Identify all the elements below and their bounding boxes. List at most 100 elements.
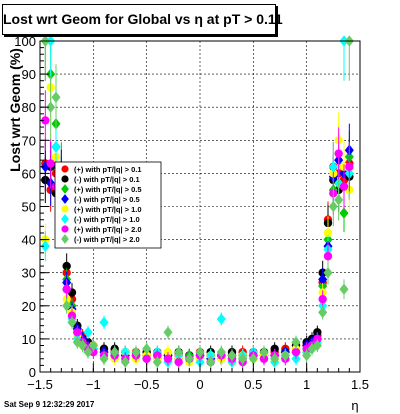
data-point bbox=[152, 356, 162, 368]
data-points bbox=[40, 35, 354, 369]
data-point bbox=[216, 346, 226, 358]
data-point bbox=[62, 261, 71, 271]
data-point bbox=[62, 300, 72, 312]
data-point bbox=[259, 346, 269, 358]
timestamp: Sat Sep 9 12:32:29 2017 bbox=[4, 400, 95, 409]
data-point bbox=[216, 313, 226, 325]
data-point bbox=[131, 346, 141, 358]
data-point bbox=[339, 283, 349, 295]
y-tick-label: 100 bbox=[14, 34, 36, 49]
legend-marker bbox=[61, 194, 69, 204]
data-point bbox=[163, 326, 173, 338]
legend-label: (+) with pT/|q| > 1.0 bbox=[74, 205, 142, 214]
y-tick-label: 90 bbox=[22, 67, 36, 82]
data-point bbox=[328, 161, 338, 173]
legend-label: (+) with pT/|q| > 0.5 bbox=[74, 185, 142, 194]
data-point bbox=[248, 353, 258, 365]
y-axis: 0 10 20 30 40 50 60 70 80 90 100 bbox=[14, 34, 49, 380]
data-point bbox=[40, 240, 50, 252]
data-point bbox=[323, 267, 333, 279]
data-point bbox=[270, 344, 279, 354]
legend-label: (+) with pT/|q| > 0.1 bbox=[74, 165, 142, 174]
series-group bbox=[40, 35, 354, 369]
data-point bbox=[99, 353, 109, 365]
data-point bbox=[291, 336, 301, 348]
legend-marker bbox=[61, 175, 69, 183]
y-tick-label: 30 bbox=[22, 266, 36, 281]
data-point bbox=[78, 339, 88, 352]
x-tick-label: −1 bbox=[86, 377, 101, 392]
y-tick-label: 40 bbox=[22, 233, 36, 248]
data-point bbox=[334, 149, 343, 158]
legend-marker bbox=[61, 234, 69, 244]
x-tick-label: 0.5 bbox=[244, 377, 262, 392]
data-point bbox=[318, 306, 328, 319]
data-point bbox=[142, 354, 151, 363]
data-point bbox=[88, 339, 98, 352]
x-axis: −1.5 −1 −0.5 0 0.5 1 1.5 bbox=[27, 363, 369, 392]
data-point bbox=[83, 346, 93, 358]
data-point bbox=[339, 182, 349, 191]
data-point bbox=[99, 316, 109, 329]
data-point bbox=[174, 346, 184, 358]
legend-box bbox=[54, 161, 162, 249]
legend-marker bbox=[61, 214, 69, 224]
data-point bbox=[323, 251, 333, 261]
legend-label: (+) with pT/|q| > 2.0 bbox=[74, 225, 142, 234]
data-point bbox=[312, 339, 322, 352]
legend-marker bbox=[61, 225, 69, 233]
data-point bbox=[206, 356, 216, 368]
data-point bbox=[163, 354, 173, 363]
data-point bbox=[345, 162, 354, 171]
data-point bbox=[195, 346, 205, 358]
data-point bbox=[41, 116, 50, 125]
data-point bbox=[184, 353, 194, 365]
x-tick-label: −1.5 bbox=[27, 377, 53, 392]
legend-label: (-) with pT/|q| > 0.5 bbox=[74, 195, 140, 204]
data-point bbox=[120, 356, 130, 368]
data-point bbox=[174, 357, 183, 367]
x-tick-label: 0 bbox=[196, 377, 203, 392]
data-point bbox=[313, 328, 322, 337]
data-point bbox=[62, 285, 71, 294]
x-tick-label: 1 bbox=[303, 377, 310, 392]
data-point bbox=[142, 343, 152, 355]
data-point bbox=[318, 273, 328, 285]
data-point bbox=[227, 349, 237, 362]
legend-marker bbox=[61, 184, 69, 194]
data-point bbox=[323, 228, 333, 238]
data-point bbox=[67, 316, 77, 329]
y-axis-label: Lost wrt Geom (%) bbox=[7, 48, 23, 172]
data-point bbox=[280, 349, 290, 362]
legend-marker bbox=[61, 205, 69, 213]
x-tick-label: −0.5 bbox=[134, 377, 160, 392]
y-tick-label: 70 bbox=[22, 133, 36, 148]
legend-label: (-) with pT/|q| > 2.0 bbox=[74, 235, 140, 244]
data-point bbox=[291, 347, 301, 357]
y-tick-label: 20 bbox=[22, 299, 36, 314]
legend-marker bbox=[61, 165, 69, 173]
y-tick-label: 60 bbox=[22, 166, 36, 181]
data-point bbox=[83, 326, 93, 338]
legend: (+) with pT/|q| > 0.1(-) with pT/|q| > 0… bbox=[54, 161, 162, 249]
data-point bbox=[51, 91, 61, 103]
x-axis-label: η bbox=[351, 398, 358, 413]
data-point bbox=[72, 336, 82, 348]
chart-title: Lost wrt Geom for Global vs η at pT > 0.… bbox=[2, 4, 283, 35]
legend-label: (-) with pT/|q| > 0.1 bbox=[74, 175, 140, 184]
data-point bbox=[328, 200, 338, 213]
y-tick-label: 10 bbox=[22, 332, 36, 347]
data-point bbox=[238, 353, 248, 365]
data-point bbox=[73, 328, 82, 337]
y-tick-label: 0 bbox=[29, 365, 36, 380]
data-point bbox=[67, 311, 77, 320]
data-point bbox=[318, 294, 327, 304]
data-point bbox=[46, 159, 55, 168]
y-tick-label: 50 bbox=[22, 200, 36, 215]
data-point bbox=[51, 141, 61, 153]
data-point bbox=[313, 334, 322, 344]
y-tick-label: 80 bbox=[22, 100, 36, 115]
data-point bbox=[334, 194, 344, 206]
data-point bbox=[339, 207, 349, 219]
